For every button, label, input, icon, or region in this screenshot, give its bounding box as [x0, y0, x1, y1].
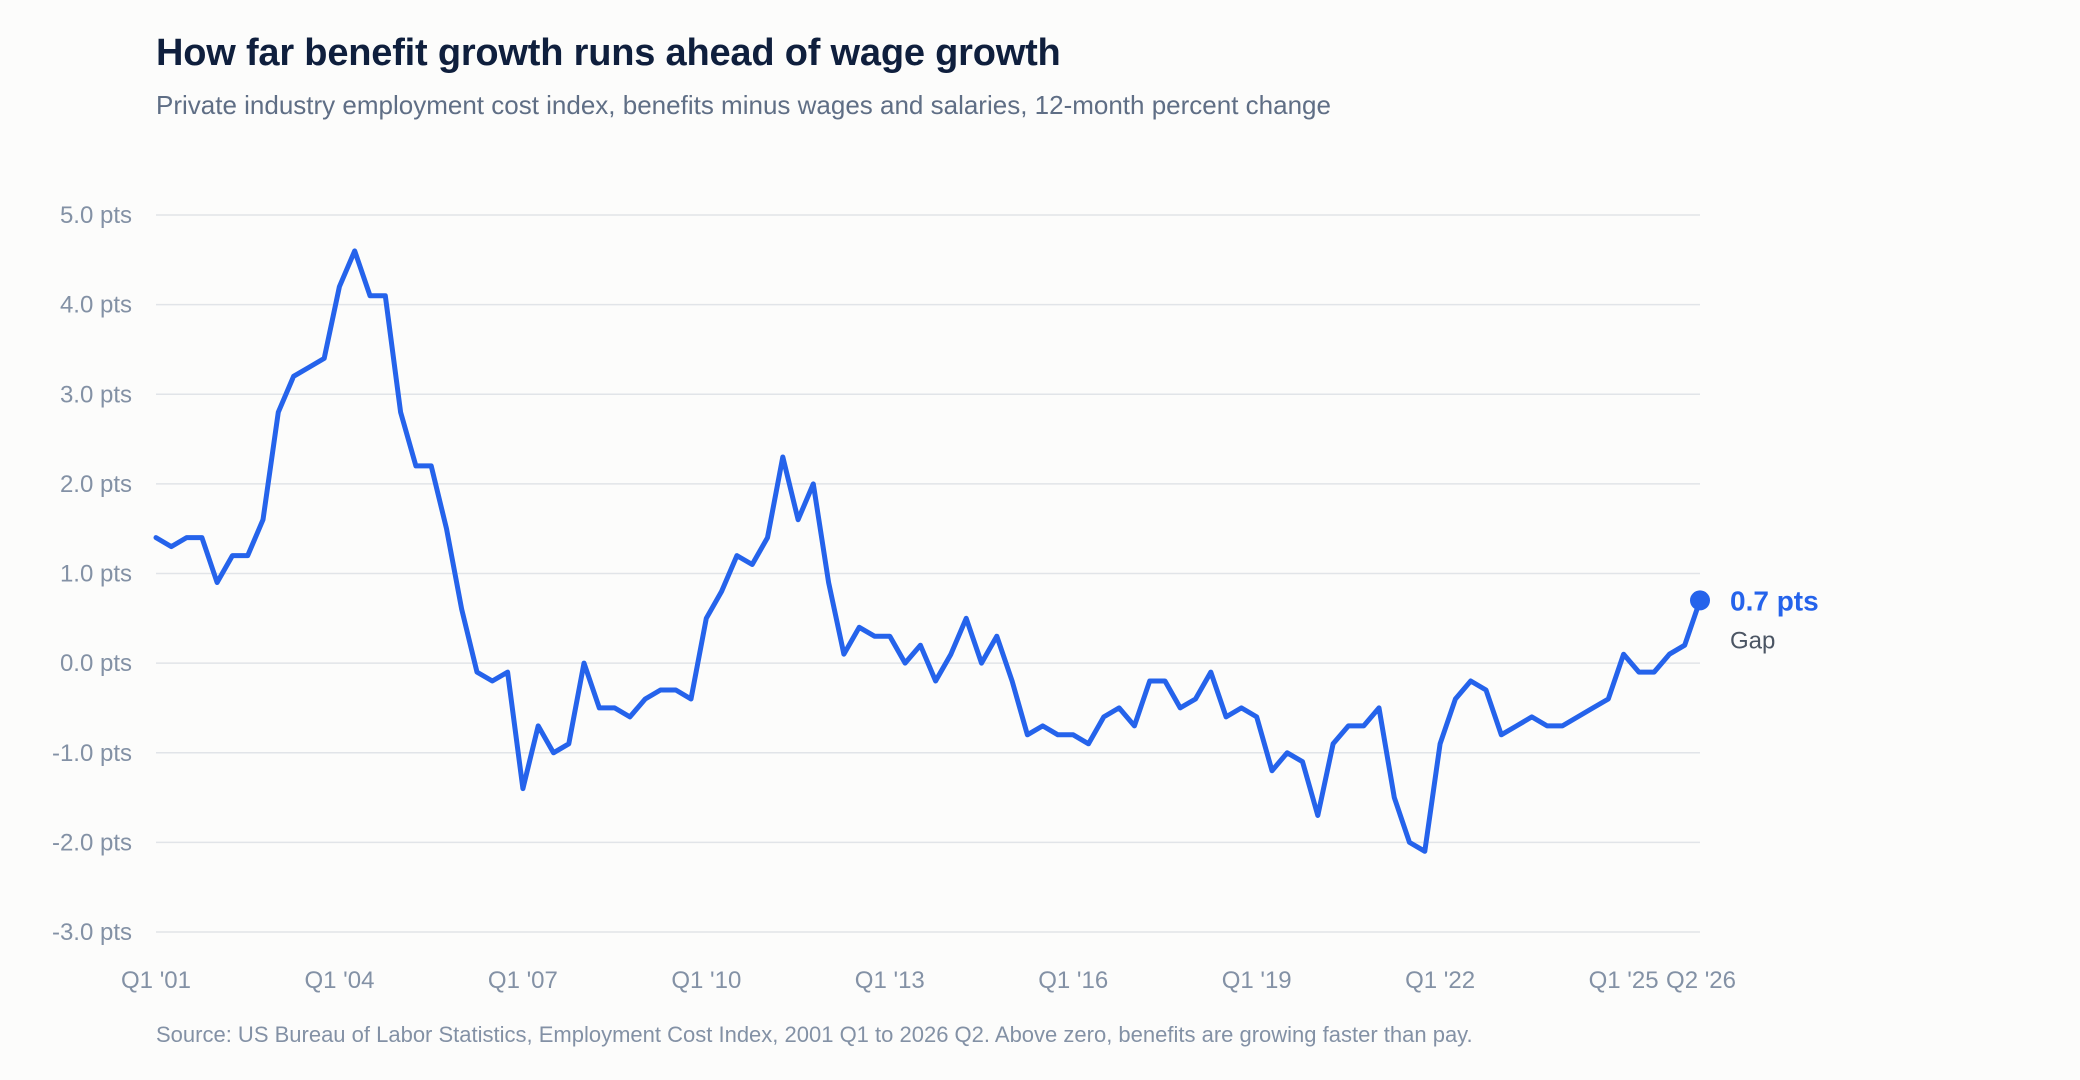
series-line	[153, 248, 1703, 854]
x-tick-label: Q1 '10	[671, 967, 741, 994]
y-tick-label: -1.0 pts	[52, 740, 132, 767]
source-note: Source: US Bureau of Labor Statistics, E…	[156, 1022, 1473, 1047]
x-tick-label: Q1 '04	[304, 967, 374, 994]
y-tick-label: -3.0 pts	[52, 919, 132, 946]
x-tick-label: Q1 '13	[855, 967, 925, 994]
y-axis-ticks: 5.0 pts 4.0 pts 3.0 pts 2.0 pts 1.0 pts 0.0 p…	[52, 202, 132, 946]
y-tick-label: 5.0 pts	[60, 202, 132, 229]
x-tick-label: Q2 '26	[1666, 967, 1736, 994]
chart-subtitle: Private industry employment cost index, …	[156, 90, 1331, 120]
end-annotation: 0.7 pts Gap	[1690, 585, 1819, 654]
y-tick-label: -2.0 pts	[52, 829, 132, 856]
y-tick-label: 2.0 pts	[60, 471, 132, 498]
end-value-label: 0.7 pts	[1730, 585, 1819, 616]
gridlines	[156, 214, 1700, 933]
y-tick-label: 0.0 pts	[60, 650, 132, 677]
series-group	[153, 248, 1703, 854]
x-tick-label: Q1 '25	[1589, 967, 1659, 994]
x-tick-label: Q1 '19	[1222, 967, 1292, 994]
y-tick-label: 4.0 pts	[60, 292, 132, 319]
x-tick-label: Q1 '22	[1405, 967, 1475, 994]
chart-title: How far benefit growth runs ahead of wag…	[156, 32, 1061, 74]
y-tick-label: 1.0 pts	[60, 561, 132, 588]
end-series-label: Gap	[1730, 627, 1775, 654]
x-tick-label: Q1 '01	[121, 967, 191, 994]
x-tick-label: Q1 '16	[1038, 967, 1108, 994]
x-tick-label: Q1 '07	[488, 967, 558, 994]
end-point-marker	[1690, 590, 1710, 611]
y-tick-label: 3.0 pts	[60, 381, 132, 408]
x-axis-ticks: Q1 '01 Q1 '04 Q1 '07 Q1 '10 Q1 '13 Q1 '16 Q1 '…	[121, 967, 1736, 994]
